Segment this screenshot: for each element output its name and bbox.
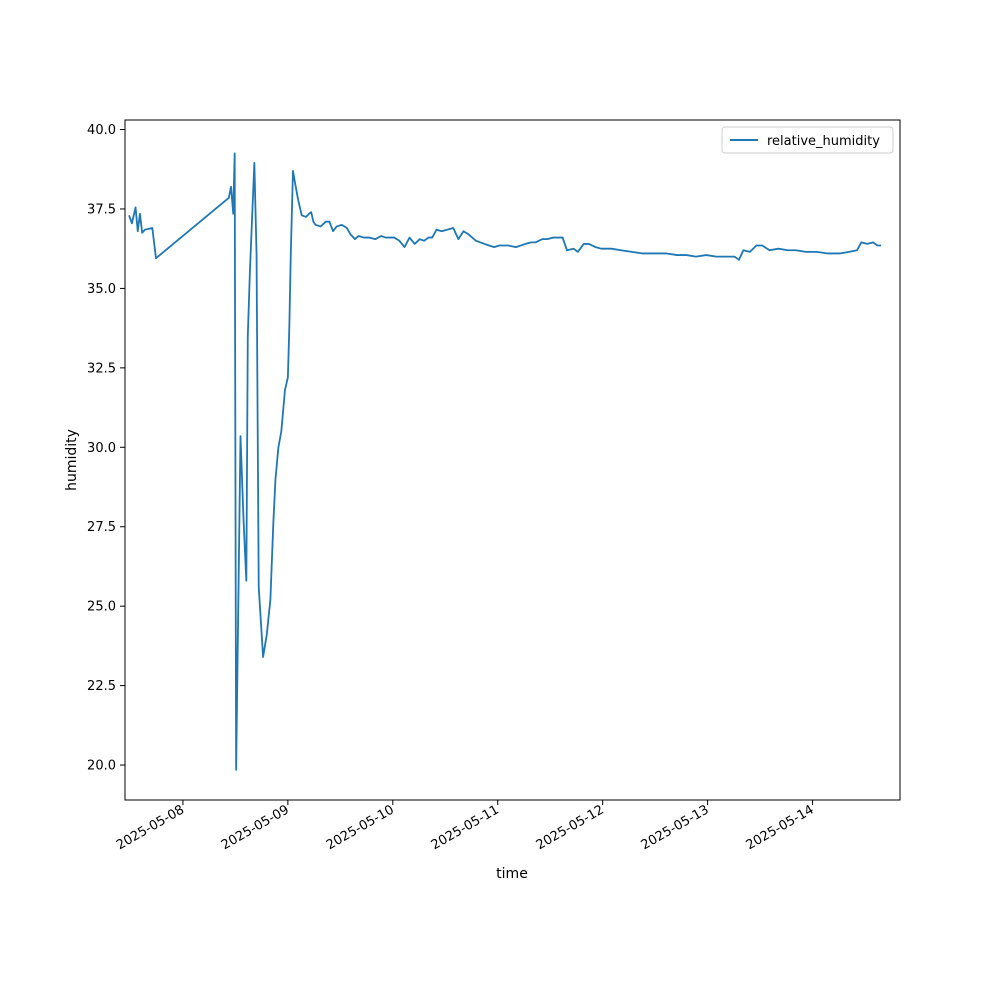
series-line-0 (128, 152, 882, 771)
legend: relative_humidity (721, 126, 894, 154)
y-tick-label: 20.0 (87, 759, 116, 774)
plot-frame (124, 119, 901, 801)
x-axis-label: time (496, 866, 528, 882)
y-axis-ticks: 20.0 22.5 25.0 27.5 30.0 32.5 35.0 37.5 40.0 (87, 123, 125, 774)
y-tick-label: 40.0 (87, 123, 116, 138)
y-tick-label: 37.5 (87, 202, 116, 217)
y-tick-label: 25.0 (87, 600, 116, 615)
legend-box (721, 126, 894, 154)
legend-label: relative_humidity (767, 134, 880, 149)
series-layer (128, 152, 882, 771)
y-tick-label: 30.0 (87, 441, 116, 456)
y-axis-label: humidity (64, 429, 80, 491)
y-tick-label: 32.5 (87, 361, 116, 376)
y-tick-label: 35.0 (87, 282, 116, 297)
plot-area (125, 120, 900, 800)
y-tick-label: 22.5 (87, 679, 116, 694)
y-tick-label: 27.5 (87, 520, 116, 535)
